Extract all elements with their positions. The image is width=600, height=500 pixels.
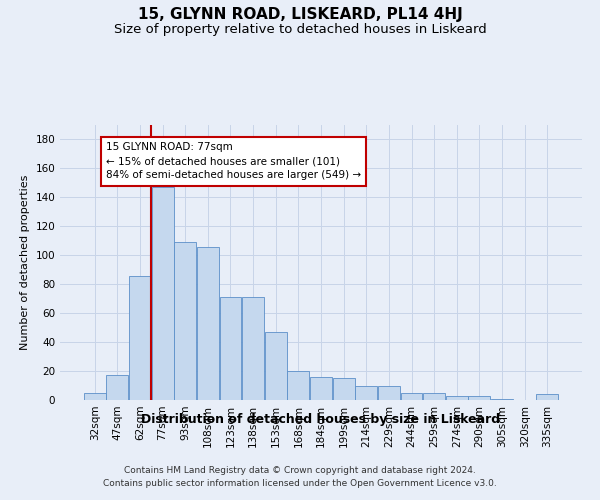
Bar (423, 393, 445, 400)
Bar (152, 187, 173, 400)
Y-axis label: Number of detached properties: Number of detached properties (20, 175, 30, 350)
Text: 15, GLYNN ROAD, LISKEARD, PL14 4HJ: 15, GLYNN ROAD, LISKEARD, PL14 4HJ (137, 8, 463, 22)
Bar (287, 371, 310, 400)
Bar (401, 393, 422, 400)
Bar (332, 378, 355, 400)
Bar (536, 394, 558, 400)
Bar (220, 297, 241, 400)
Text: Distribution of detached houses by size in Liskeard: Distribution of detached houses by size … (142, 412, 500, 426)
Bar (197, 246, 219, 400)
Text: Size of property relative to detached houses in Liskeard: Size of property relative to detached ho… (113, 22, 487, 36)
Bar (446, 396, 468, 400)
Bar (174, 242, 196, 400)
Text: 15 GLYNN ROAD: 77sqm
← 15% of detached houses are smaller (101)
84% of semi-deta: 15 GLYNN ROAD: 77sqm ← 15% of detached h… (106, 142, 361, 180)
Text: Contains HM Land Registry data © Crown copyright and database right 2024.
Contai: Contains HM Land Registry data © Crown c… (103, 466, 497, 487)
Bar (378, 386, 400, 400)
Bar (129, 276, 151, 400)
Bar (310, 377, 332, 400)
Bar (355, 386, 377, 400)
Bar (265, 332, 287, 400)
Bar (106, 376, 128, 400)
Bar (242, 297, 264, 400)
Bar (491, 398, 513, 400)
Bar (469, 396, 490, 400)
Bar (84, 393, 106, 400)
